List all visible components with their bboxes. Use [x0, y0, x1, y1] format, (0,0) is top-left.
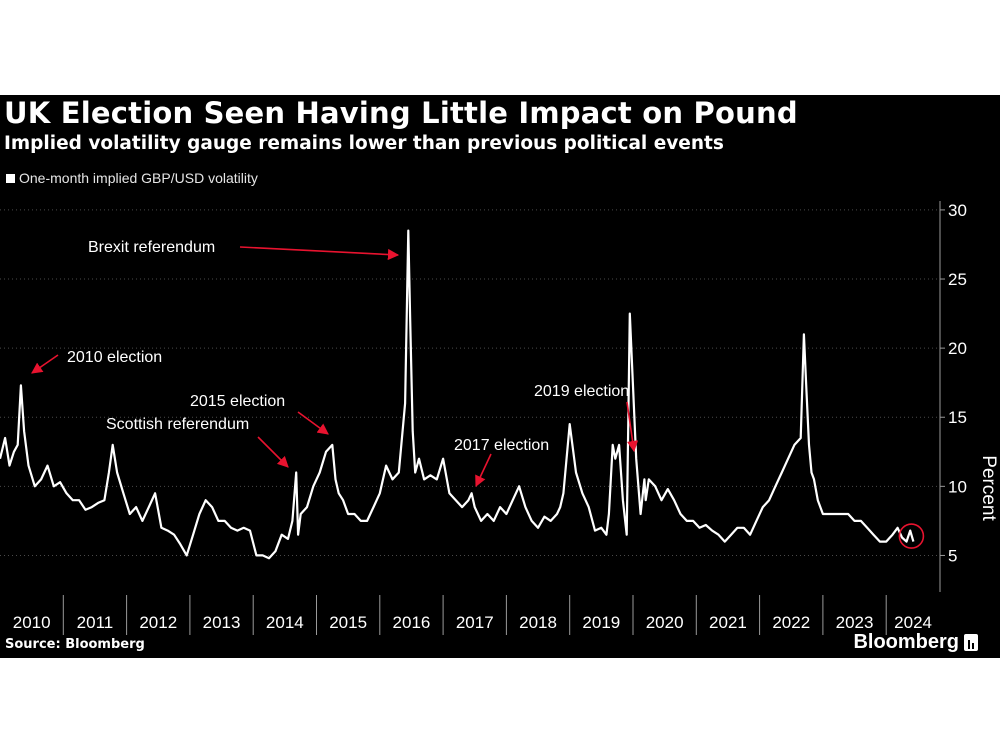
y-tick-label: 10: [948, 477, 967, 496]
annotation-label: Scottish referendum: [106, 416, 249, 433]
bloomberg-logo: Bloomberg: [853, 631, 978, 654]
x-tick-label: 2012: [139, 613, 177, 632]
x-tick-label: 2022: [772, 613, 810, 632]
legend: One-month implied GBP/USD volatility: [6, 170, 258, 186]
annotation-arrow: [31, 354, 59, 374]
annotation-arrow: [239, 246, 400, 261]
x-tick-label: 2010: [13, 613, 51, 632]
annotation-label: 2010 election: [67, 349, 162, 366]
x-tick-label: 2014: [266, 613, 304, 632]
x-tick-label: 2019: [582, 613, 620, 632]
x-tick-label: 2021: [709, 613, 747, 632]
x-tick-label: 2013: [203, 613, 241, 632]
legend-label: One-month implied GBP/USD volatility: [19, 170, 258, 186]
line-chart: Brexit referendum 2010 election 2015 elect…: [0, 201, 999, 635]
y-tick-label: 20: [948, 339, 967, 358]
volatility-series-line: [0, 229, 915, 560]
y-tick-label: 15: [948, 408, 967, 427]
x-tick-label: 2023: [836, 613, 874, 632]
x-tick-label: 2020: [646, 613, 684, 632]
y-tick-label: 5: [948, 546, 957, 565]
annotation-arrow: [297, 411, 329, 435]
x-tick-label: 2024: [894, 613, 932, 632]
x-tick-label: 2017: [456, 613, 494, 632]
annotation-arrow: [475, 453, 492, 488]
chart-subtitle: Implied volatility gauge remains lower t…: [4, 133, 724, 154]
annotation-label: 2015 election: [190, 393, 285, 410]
bar-chart-icon: [964, 634, 978, 651]
x-tick-label: 2018: [519, 613, 557, 632]
source-note: Source: Bloomberg: [5, 637, 145, 652]
annotation-arrow: [257, 436, 289, 468]
chart-title: UK Election Seen Having Little Impact on…: [4, 96, 798, 130]
y-axis-label: Percent: [978, 455, 999, 521]
chart-card: UK Election Seen Having Little Impact on…: [0, 95, 1000, 658]
y-tick-label: 30: [948, 201, 967, 220]
annotation-label: 2019 election: [534, 383, 629, 400]
y-tick-label: 25: [948, 270, 967, 289]
annotation-label: Brexit referendum: [88, 239, 215, 256]
brand-name: Bloomberg: [853, 631, 959, 653]
annotation-arrow: [626, 401, 639, 453]
annotation-label: 2017 election: [454, 437, 549, 454]
x-tick-label: 2016: [393, 613, 431, 632]
highlight-circle: [898, 523, 925, 549]
legend-swatch: [6, 173, 15, 183]
x-tick-label: 2015: [329, 613, 367, 632]
x-tick-label: 2011: [77, 613, 114, 632]
